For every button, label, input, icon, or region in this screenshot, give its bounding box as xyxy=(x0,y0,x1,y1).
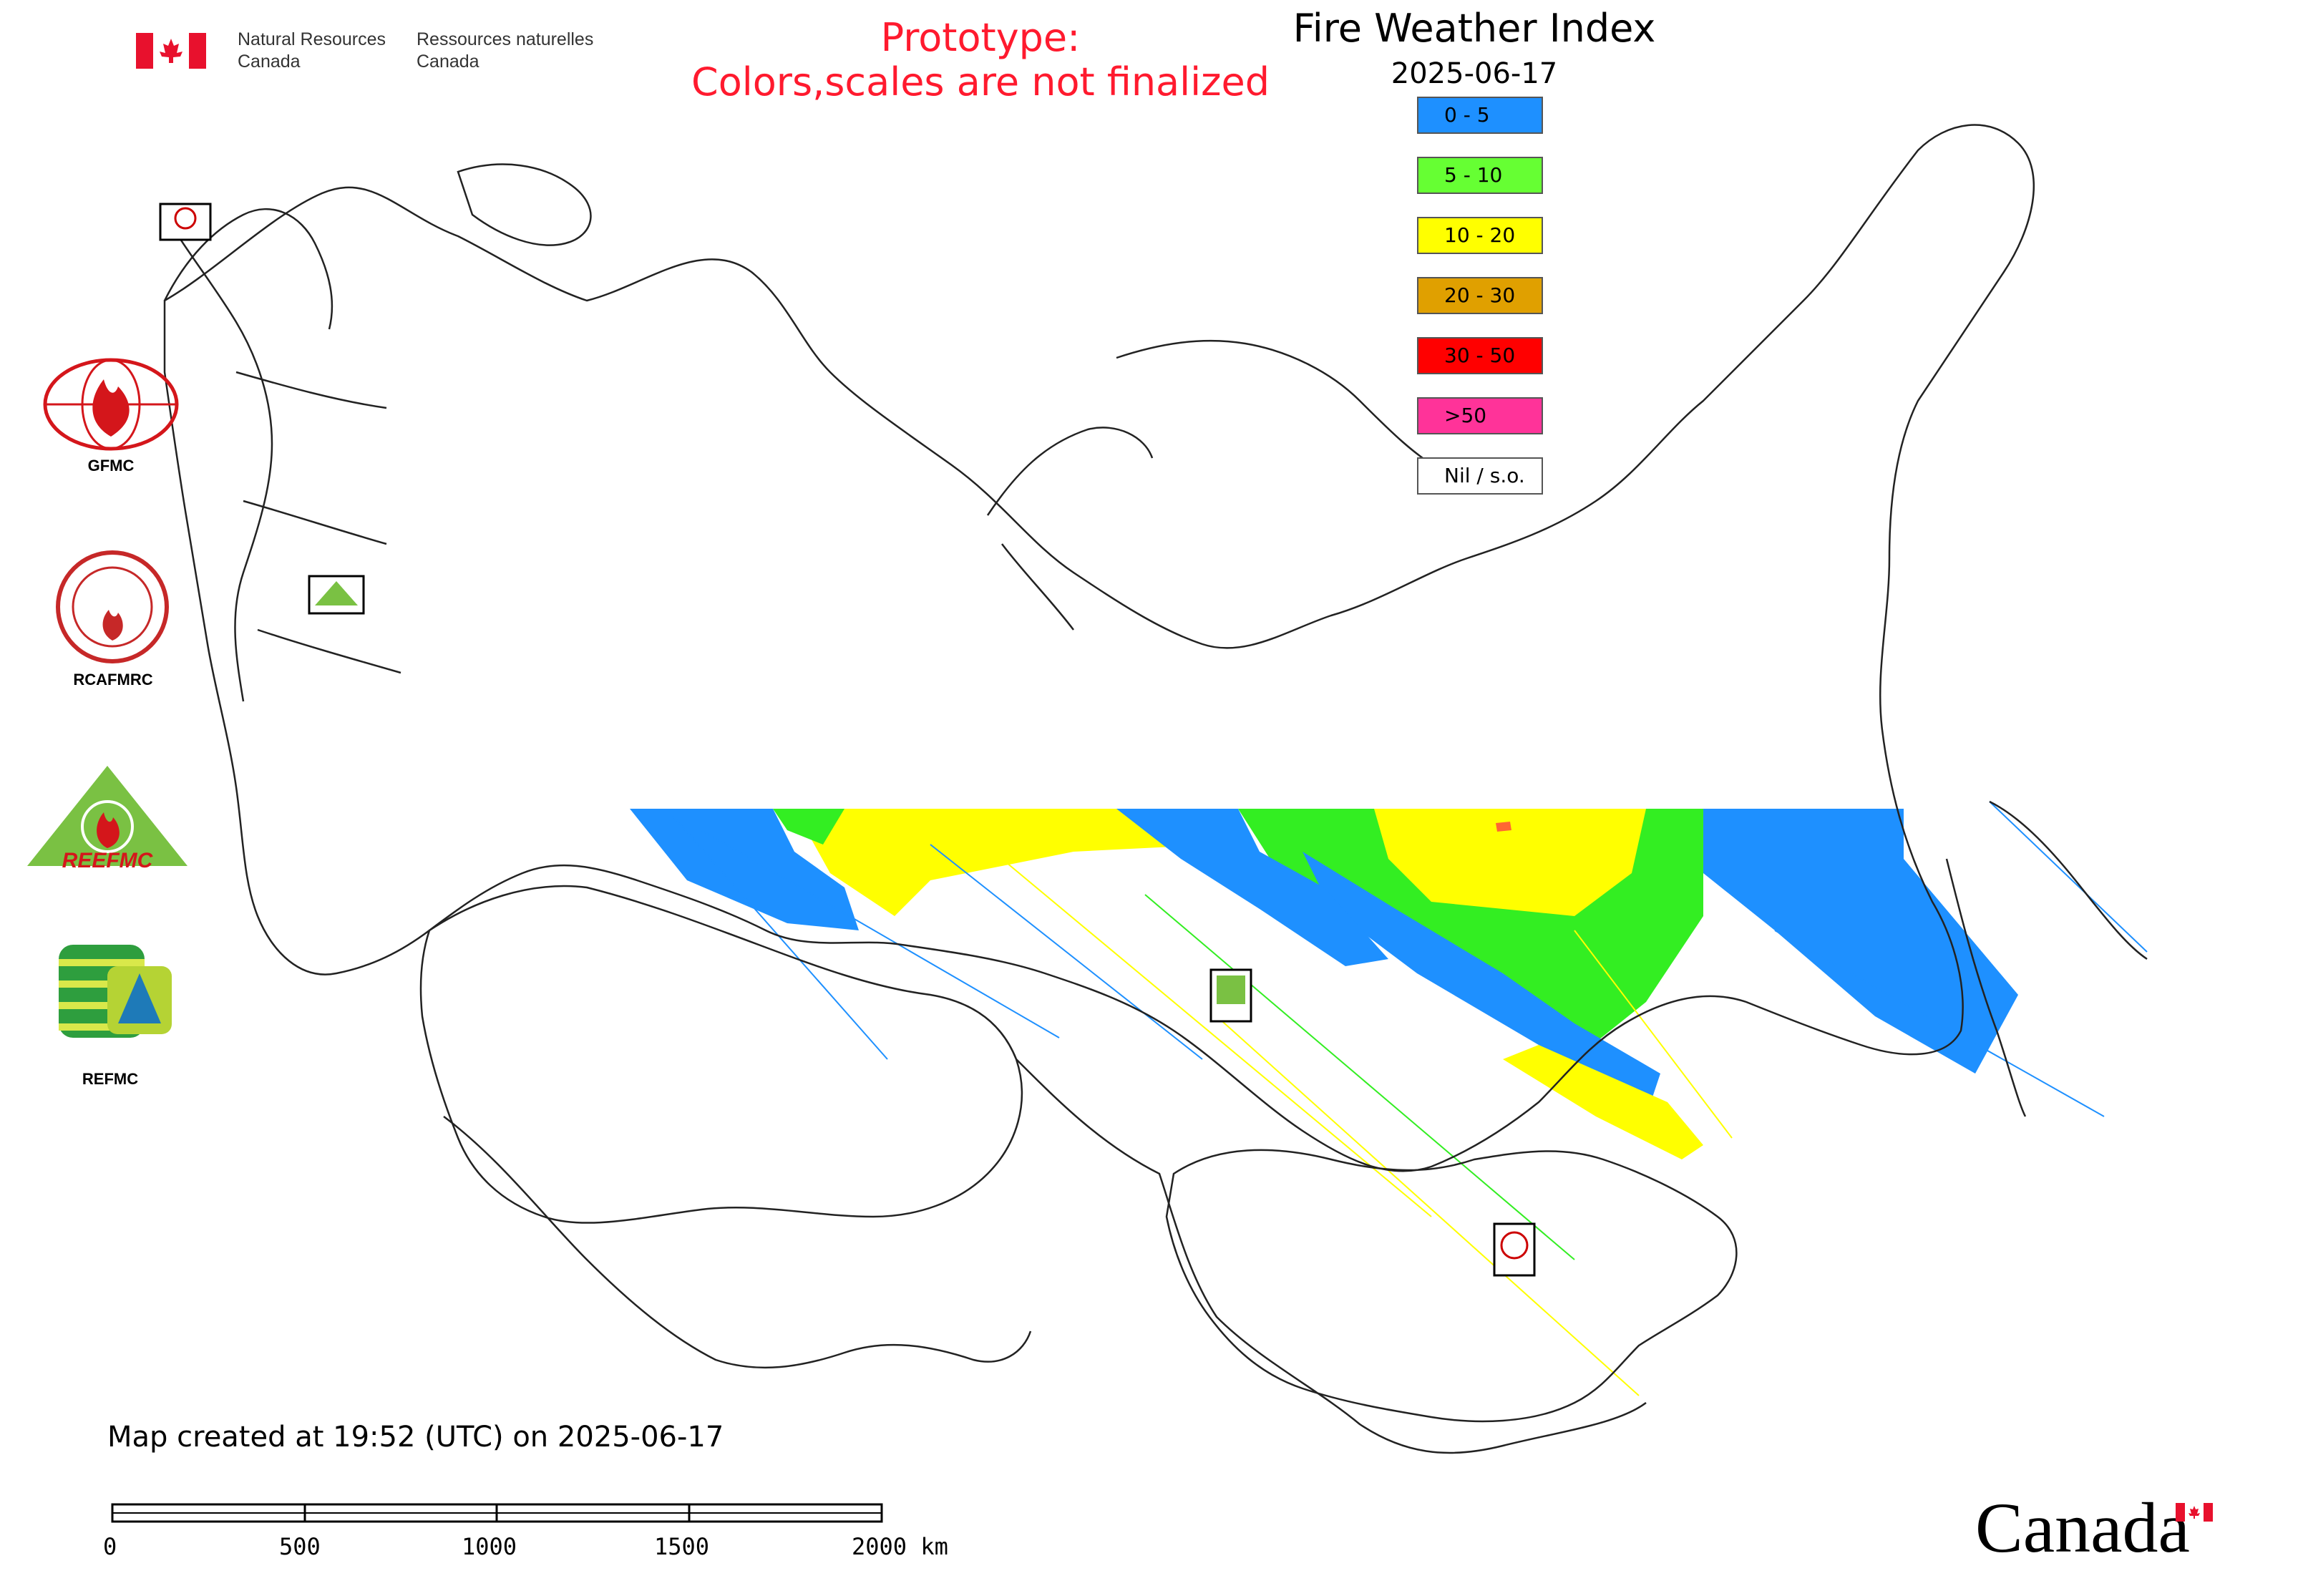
org-name-fr: Ressources naturelles Canada xyxy=(417,29,593,73)
gfmc-label: GFMC xyxy=(87,457,135,475)
legend-item: 0 - 5 xyxy=(1417,97,1543,134)
refmc-logo-tree xyxy=(118,973,161,1023)
marker-refmc-emblem xyxy=(1217,975,1245,1004)
prototype-line1: Prototype: xyxy=(880,15,1081,60)
taymyr-coast xyxy=(1116,339,1446,474)
canada-wordmark-flag-icon xyxy=(2176,1503,2213,1522)
novaya-zemlya xyxy=(986,427,1154,631)
canada-flag-icon xyxy=(136,33,206,69)
scale-tick-1500: 1500 xyxy=(654,1533,710,1560)
kamchatka-outline xyxy=(1989,800,2148,960)
marker-rcafmrc-emblem xyxy=(1500,1231,1529,1260)
gfmc-logo-flame xyxy=(92,379,130,437)
legend-item-label: 20 - 30 xyxy=(1444,283,1516,307)
fwi-raster xyxy=(630,801,2148,1396)
kola-peninsula xyxy=(457,163,592,246)
scale-tick-1000: 1000 xyxy=(462,1533,517,1560)
refmc-label: REFMC xyxy=(82,1070,139,1088)
streak xyxy=(701,829,1060,1038)
streak xyxy=(1574,930,1733,1139)
sakhalin-outline xyxy=(1945,858,2027,1117)
map-markers xyxy=(159,203,1536,1277)
scale-tick-500: 500 xyxy=(279,1533,321,1560)
refmc-logo xyxy=(59,945,172,1038)
map-title: Fire Weather Index xyxy=(1292,6,1656,51)
fwi-zone-yellow-west xyxy=(794,809,1238,916)
streak xyxy=(672,815,888,1060)
marker-reefmc-emblem xyxy=(315,581,358,605)
streak xyxy=(930,844,1203,1060)
fwi-zone-yellow-south xyxy=(1503,1045,1703,1159)
marker-gfmc-emblem xyxy=(174,207,197,230)
prototype-notice: Prototype: Colors,scales are not finaliz… xyxy=(644,16,1317,104)
fwi-zone-blue-east xyxy=(1703,809,2018,1074)
streak xyxy=(1774,930,2105,1117)
legend-item-label: 10 - 20 xyxy=(1444,223,1516,247)
legend-item-label: >50 xyxy=(1444,404,1487,427)
streak xyxy=(1144,894,1575,1260)
legend-item: 30 - 50 xyxy=(1417,337,1543,374)
scandinavia-outline xyxy=(163,208,333,330)
legend-item-label: Nil / s.o. xyxy=(1444,464,1525,487)
streak xyxy=(1989,801,2148,953)
legend-item: >50 xyxy=(1417,397,1543,434)
rcafmrc-logo xyxy=(56,550,169,663)
marker-gfmc[interactable] xyxy=(159,203,212,241)
canada-wordmark: Canada xyxy=(1975,1489,2219,1575)
legend-item-label: 30 - 50 xyxy=(1444,344,1516,367)
borders xyxy=(163,124,2148,1454)
fwi-zone-blue-mid xyxy=(1116,809,1388,966)
kazakhstan-outline xyxy=(419,885,1023,1224)
reefmc-logo-globe xyxy=(81,800,134,853)
prototype-line2: Colors,scales are not finalized xyxy=(691,59,1270,104)
rcafmrc-logo-inner xyxy=(72,566,153,648)
fwi-zone-red-spot xyxy=(1496,822,1511,832)
fwi-zone-yellow-center xyxy=(1374,809,1646,916)
legend: 0 - 5 5 - 10 10 - 20 20 - 30 30 - 50 >50 Nil /… xyxy=(1417,97,1546,517)
org-name-en: Natural Resources Canada xyxy=(238,29,386,73)
org-name-en-line1: Natural Resources xyxy=(238,29,386,49)
gfmc-logo xyxy=(43,358,179,451)
russia-outline xyxy=(163,124,2035,1172)
org-name-en-line2: Canada xyxy=(238,52,301,72)
reefmc-logo-flame xyxy=(97,812,120,848)
fwi-zone-blue-west xyxy=(630,809,859,930)
china-west-outline xyxy=(1016,1059,1647,1454)
reefmc-wordmark: REEFMC xyxy=(62,849,153,872)
legend-item: 10 - 20 xyxy=(1417,217,1543,254)
reefmc-logo xyxy=(27,766,188,866)
fwi-zone-green-west xyxy=(773,809,844,845)
fwi-streaks xyxy=(672,801,2148,1396)
nrcan-signature: Natural Resources Canada Ressources natu… xyxy=(136,29,601,74)
canada-wordmark-text: Canada xyxy=(1975,1488,2190,1567)
scale-tick-0: 0 xyxy=(103,1533,117,1560)
legend-item-label: 0 - 5 xyxy=(1444,103,1490,127)
legend-item: 5 - 10 xyxy=(1417,157,1543,194)
org-name-fr-line2: Canada xyxy=(417,52,479,72)
streak xyxy=(1001,858,1432,1217)
legend-item: Nil / s.o. xyxy=(1417,457,1543,495)
map-date: 2025-06-17 xyxy=(1391,57,1558,90)
legend-item: 20 - 30 xyxy=(1417,277,1543,314)
reefmc-logo-triangle xyxy=(27,766,188,866)
rcafmrc-label: RCAFMRC xyxy=(73,671,153,688)
central-asia-outline xyxy=(443,1116,1032,1369)
scale-bar-labels: 0 500 1000 1500 2000 km xyxy=(103,1496,966,1596)
map-created-note: Map created at 19:52 (UTC) on 2025-06-17 xyxy=(107,1421,724,1454)
fwi-zone-blue-center xyxy=(1303,852,1660,1116)
streak xyxy=(1216,1016,1640,1396)
scale-bar xyxy=(111,1503,883,1523)
legend-item-label: 5 - 10 xyxy=(1444,163,1503,187)
mongolia-outline xyxy=(1165,1149,1738,1423)
scale-tick-2000: 2000 km xyxy=(852,1533,948,1560)
org-name-fr-line1: Ressources naturelles xyxy=(417,29,594,49)
rcafmrc-logo-flame xyxy=(102,610,123,641)
europe-borders xyxy=(163,214,401,702)
